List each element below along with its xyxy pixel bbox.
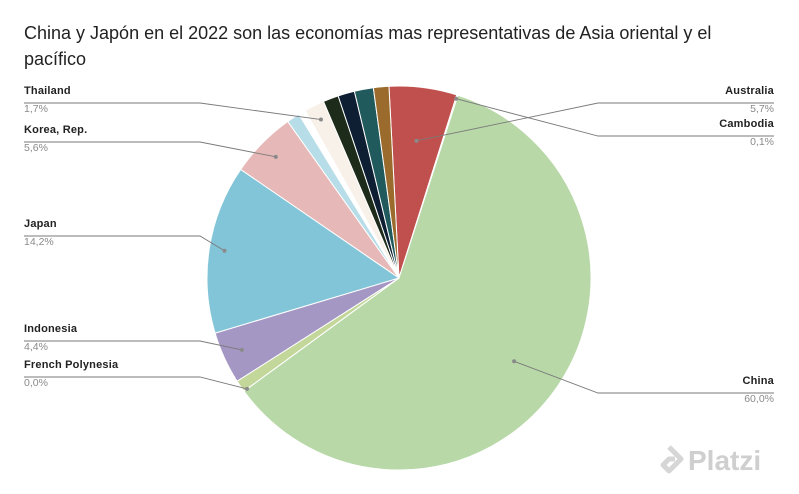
leader-line <box>456 98 774 137</box>
leader-line <box>24 340 242 351</box>
slice-label: Indonesia <box>24 323 78 335</box>
slice-label: China <box>742 375 774 387</box>
leader-line <box>24 235 225 252</box>
slice-value-label: 4,4% <box>24 341 48 353</box>
leader-line <box>24 376 248 390</box>
leader-line <box>416 102 774 142</box>
platzi-watermark: Platzi <box>654 444 761 478</box>
slice-value-label: 60,0% <box>744 393 774 405</box>
pie-slice-14 <box>372 85 400 279</box>
slice-label: French Polynesia <box>24 359 119 371</box>
leader-line <box>24 102 322 120</box>
slice-value-label: 5,6% <box>24 142 48 154</box>
leader-line <box>24 141 276 158</box>
leader-line <box>513 360 774 394</box>
watermark-text: Platzi <box>688 445 762 476</box>
slice-value-label: 5,7% <box>750 103 774 115</box>
pie-slice-japan <box>206 168 401 334</box>
slice-label: Korea, Rep. <box>24 124 87 136</box>
leader-dot <box>239 347 244 352</box>
slice-value-label: 1,7% <box>24 103 48 115</box>
slice-label: Thailand <box>24 85 71 97</box>
chart-title: China y Japón en el 2022 son las economí… <box>24 23 712 69</box>
leader-dot <box>273 154 278 159</box>
slice-value-label: 0,1% <box>750 136 774 148</box>
slice-label: Australia <box>725 85 775 97</box>
platzi-logo-icon <box>660 445 684 474</box>
leader-dot <box>454 96 459 101</box>
pie-slice-china <box>243 94 592 471</box>
leader-dot <box>512 359 517 364</box>
leader-dot <box>245 386 250 391</box>
slice-value-label: 14,2% <box>24 236 54 248</box>
leader-dot <box>414 138 419 143</box>
leader-dot <box>222 248 227 253</box>
slice-label: Cambodia <box>719 118 774 130</box>
slice-label: Japan <box>24 218 57 230</box>
leader-dot <box>318 117 323 122</box>
slice-value-label: 0,0% <box>24 377 48 389</box>
